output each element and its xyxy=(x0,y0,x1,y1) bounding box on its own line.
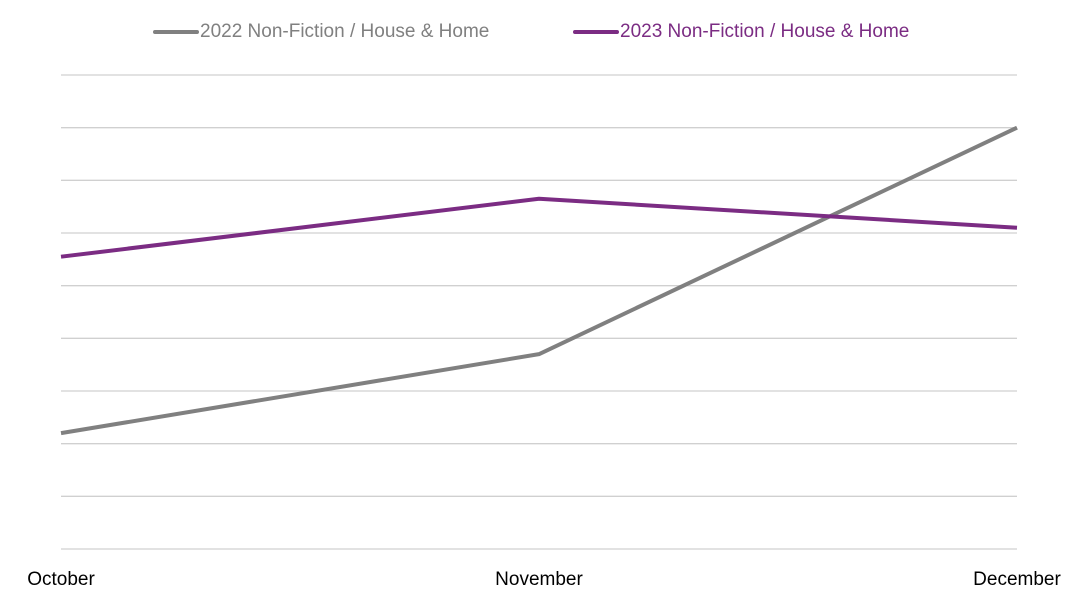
x-tick-label: November xyxy=(495,569,583,590)
x-tick-label: December xyxy=(973,569,1061,590)
legend-label: 2023 Non-Fiction / House & Home xyxy=(620,21,909,42)
legend-label: 2022 Non-Fiction / House & Home xyxy=(200,21,489,42)
series-line xyxy=(60,196,1018,259)
series-line xyxy=(60,125,1018,436)
x-tick-label: October xyxy=(27,569,95,590)
